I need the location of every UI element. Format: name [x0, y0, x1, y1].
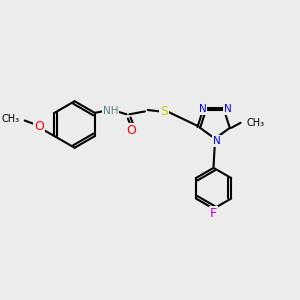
Text: CH₃: CH₃	[2, 114, 20, 124]
Text: N: N	[224, 104, 231, 114]
Text: O: O	[34, 120, 44, 133]
Text: N: N	[199, 104, 206, 114]
Text: O: O	[126, 124, 136, 137]
Text: N: N	[212, 136, 220, 146]
Text: S: S	[160, 105, 168, 118]
Text: NH: NH	[103, 106, 118, 116]
Text: CH₃: CH₃	[247, 118, 265, 128]
Text: F: F	[210, 207, 217, 220]
